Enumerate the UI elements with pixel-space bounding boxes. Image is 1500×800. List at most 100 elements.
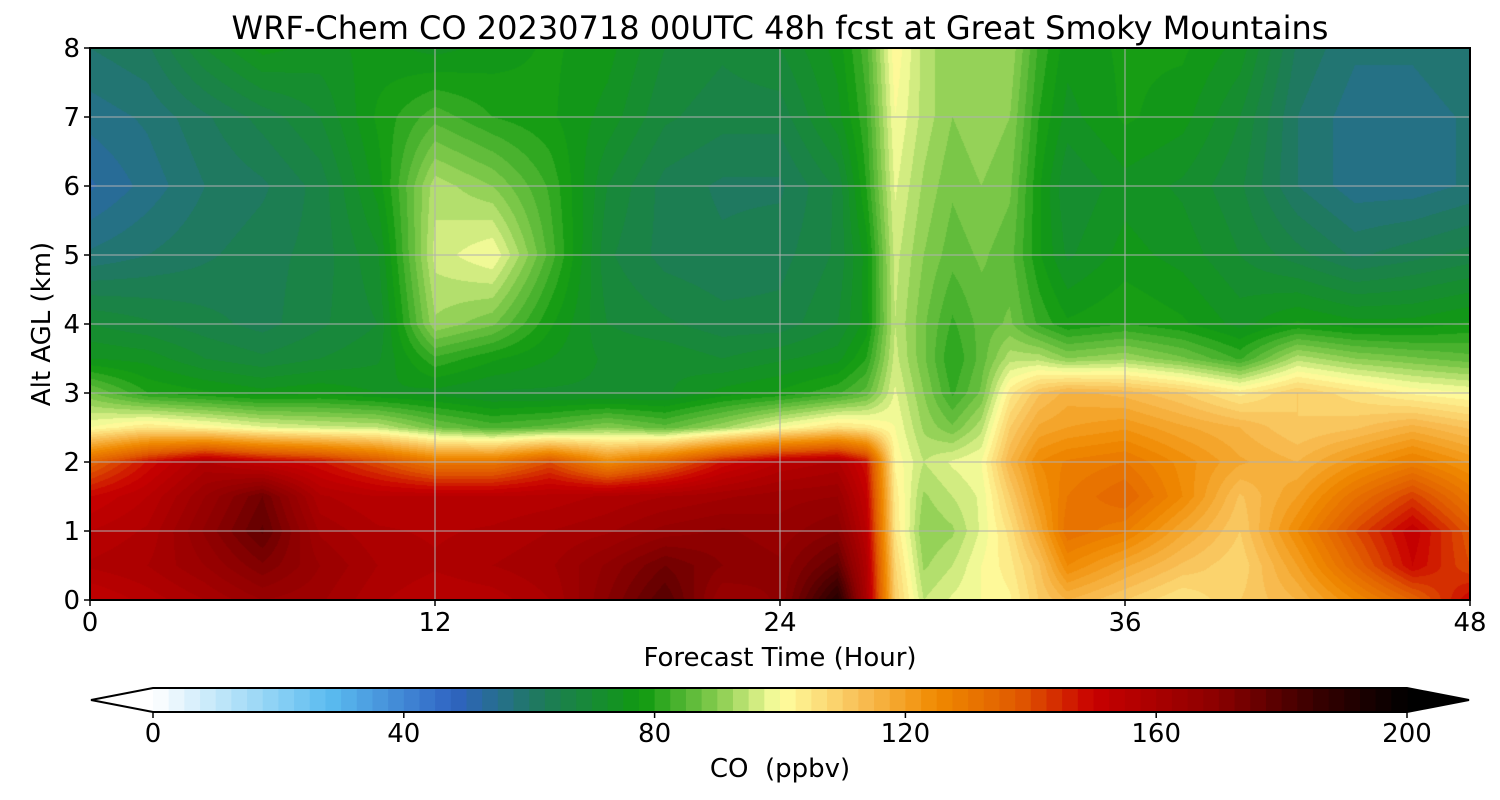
colorbar-swatch xyxy=(1359,688,1377,712)
colorbar-swatch xyxy=(921,688,938,712)
colorbar-swatch xyxy=(1281,688,1298,712)
colorbar-swatch xyxy=(1077,688,1095,712)
colorbar-tick-label: 80 xyxy=(638,719,671,749)
colorbar-swatch xyxy=(200,688,217,712)
colorbar-swatch xyxy=(858,688,875,712)
y-axis-label: Alt AGL (km) xyxy=(27,242,57,406)
colorbar-swatch xyxy=(262,688,279,712)
colorbar-swatch xyxy=(482,688,499,712)
colorbar-swatch xyxy=(1015,688,1032,712)
colorbar-swatch xyxy=(1234,688,1251,712)
colorbar-swatch xyxy=(936,688,954,712)
colorbar-tick-label: 120 xyxy=(881,719,931,749)
colorbar-swatch xyxy=(1187,688,1204,712)
colorbar-swatch xyxy=(1375,688,1392,712)
colorbar-swatch xyxy=(780,688,797,712)
colorbar-swatch xyxy=(435,688,452,712)
colorbar-swatch xyxy=(529,688,546,712)
colorbar-swatch xyxy=(1312,688,1330,712)
colorbar-swatch xyxy=(1030,688,1048,712)
colorbar-tick-label: 0 xyxy=(145,719,162,749)
colorbar-swatch xyxy=(372,688,389,712)
colorbar-swatch xyxy=(811,688,828,712)
x-tick-label: 36 xyxy=(1108,608,1141,638)
colorbar-swatch xyxy=(764,688,781,712)
colorbar-swatch xyxy=(983,688,1001,712)
colorbar-swatch xyxy=(827,688,844,712)
colorbar-swatch xyxy=(607,688,624,712)
x-axis: 0 12 24 36 48 xyxy=(82,600,1487,638)
colorbar-swatch xyxy=(356,688,374,712)
colorbar-swatch xyxy=(717,688,734,712)
colorbar-swatch xyxy=(905,688,922,712)
colorbar-swatch xyxy=(1391,688,1408,712)
colorbar-swatch xyxy=(153,688,170,712)
colorbar-swatch xyxy=(560,688,577,712)
colorbar-label: CO (ppbv) xyxy=(710,754,850,784)
x-tick-label: 0 xyxy=(82,608,99,638)
colorbar-swatch xyxy=(842,688,859,712)
colorbar-swatch xyxy=(1171,688,1189,712)
colorbar-swatch xyxy=(1140,688,1157,712)
colorbar-swatch xyxy=(1297,688,1314,712)
colorbar-extend-high xyxy=(1407,688,1469,712)
colorbar-swatch xyxy=(576,688,593,712)
colorbar-swatch xyxy=(591,688,609,712)
colorbar-swatch xyxy=(1344,688,1361,712)
colorbar-swatch xyxy=(215,688,232,712)
colorbar-swatch xyxy=(638,688,656,712)
colorbar-swatch xyxy=(654,688,671,712)
colorbar-swatch xyxy=(1328,688,1345,712)
colorbar-swatch xyxy=(968,688,985,712)
y-axis: 0 1 2 3 4 5 6 7 8 xyxy=(63,34,90,616)
colorbar-swatch xyxy=(388,688,405,712)
colorbar-swatch xyxy=(247,688,264,712)
colorbar-swatch xyxy=(1062,688,1079,712)
y-tick-label: 5 xyxy=(63,241,80,271)
colorbar-swatch xyxy=(278,688,295,712)
colorbar-swatch xyxy=(1218,688,1236,712)
colorbar-swatch xyxy=(952,688,969,712)
colorbar-swatch xyxy=(1093,688,1110,712)
colorbar-tick-label: 160 xyxy=(1131,719,1181,749)
colorbar-swatch xyxy=(466,688,483,712)
colorbar-swatch xyxy=(1046,688,1063,712)
colorbar-swatch xyxy=(231,688,248,712)
colorbar-swatch xyxy=(1250,688,1267,712)
colorbar-swatch xyxy=(294,688,311,712)
colorbar-tick-label: 40 xyxy=(387,719,420,749)
colorbar-swatch xyxy=(623,688,640,712)
y-tick-label: 1 xyxy=(63,517,80,547)
colorbar-swatch xyxy=(685,688,703,712)
colorbar-swatch xyxy=(889,688,906,712)
colorbar-swatch xyxy=(419,688,436,712)
colorbar-swatch xyxy=(544,688,562,712)
colorbar-extend-low xyxy=(91,688,153,712)
colorbar-swatch xyxy=(1203,688,1220,712)
colorbar-swatch xyxy=(732,688,750,712)
y-tick-label: 4 xyxy=(63,310,80,340)
colorbar-swatch xyxy=(168,688,185,712)
chart-title: WRF-Chem CO 20230718 00UTC 48h fcst at G… xyxy=(232,9,1329,47)
colorbar-swatch xyxy=(309,688,327,712)
x-axis-label: Forecast Time (Hour) xyxy=(643,643,916,673)
colorbar-swatch xyxy=(325,688,342,712)
colorbar-swatch xyxy=(403,688,421,712)
plot-area xyxy=(89,47,1471,601)
colorbar xyxy=(90,687,1470,713)
x-tick-label: 48 xyxy=(1453,608,1486,638)
colorbar-swatch xyxy=(497,688,515,712)
y-tick-label: 0 xyxy=(63,586,80,616)
colorbar-ticks: 0 40 80 120 160 200 xyxy=(145,712,1432,749)
colorbar-swatch xyxy=(795,688,812,712)
colorbar-swatch xyxy=(450,688,468,712)
colorbar-swatch xyxy=(341,688,358,712)
colorbar-swatch xyxy=(874,688,891,712)
y-tick-label: 8 xyxy=(63,34,80,64)
colorbar-swatch xyxy=(184,688,201,712)
colorbar-swatch xyxy=(670,688,687,712)
colorbar-swatch xyxy=(748,688,765,712)
y-tick-label: 2 xyxy=(63,448,80,478)
colorbar-swatch xyxy=(1109,688,1126,712)
